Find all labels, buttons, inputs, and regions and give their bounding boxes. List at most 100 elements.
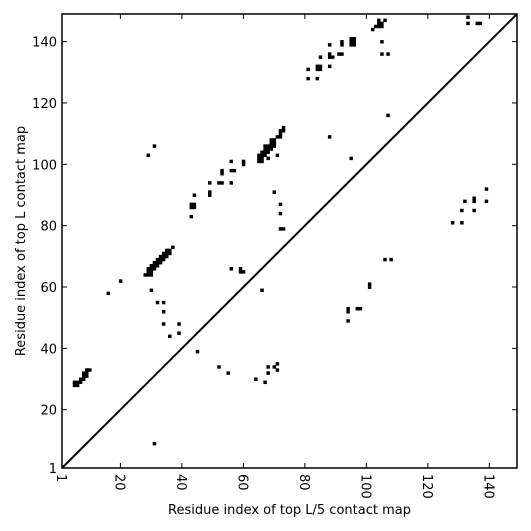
contact-point [164,251,169,256]
contact-point [460,221,464,225]
contact-point [318,64,323,69]
contact-point [472,208,476,213]
contact-point [241,159,246,164]
contact-point [158,254,163,259]
contact-point [152,264,157,268]
contact-point [75,380,80,385]
contact-point [217,365,221,369]
contact-point [269,141,273,145]
contact-point [78,380,83,385]
contact-point [238,267,243,271]
contact-point [118,279,123,283]
contact-point [149,264,154,268]
contact-point [306,67,310,72]
contact-point [346,310,350,314]
y-tick-label: 1 [49,462,57,477]
contact-point [346,319,350,323]
contact-point [229,168,234,173]
contact-point [155,300,160,305]
contact-point [260,156,264,161]
contact-point [278,202,283,207]
contact-point [149,288,154,293]
contact-point [260,159,264,164]
x-tick-label: 140 [480,474,495,499]
contact-point [146,273,151,277]
contact-point [275,368,280,372]
contact-point [146,270,151,274]
y-tick-label: 140 [32,36,57,51]
contact-point [349,40,353,44]
contact-point [220,181,224,185]
contact-point [217,181,221,185]
contact-point [340,43,344,47]
contact-point [164,254,169,259]
contact-point [263,147,267,151]
contact-point [208,190,212,194]
contact-point [152,260,157,265]
y-axis-title: Residue index of top L contact map [14,126,29,356]
contact-point [272,190,277,194]
contact-point [161,257,166,262]
contact-point [349,156,353,161]
contact-point [327,43,332,47]
contact-point [346,306,350,311]
contact-point [484,187,489,191]
contact-point [208,193,212,197]
contact-point [466,21,470,26]
contact-point [337,52,341,56]
contact-point [383,257,387,262]
contact-point [192,205,197,210]
y-tick-label: 40 [40,342,57,357]
contact-point [272,365,277,369]
contact-point [272,144,277,148]
contact-point [352,43,356,47]
contact-point [263,153,267,158]
contact-point [377,24,381,29]
contact-point [72,380,77,385]
contact-point [149,270,154,274]
x-tick-label: 1 [53,474,68,482]
contact-point [380,52,384,56]
y-tick-label: 60 [40,281,57,296]
contact-point [484,199,489,204]
contact-point [229,159,234,164]
contact-point [241,162,246,167]
y-tick-label: 80 [40,220,57,235]
contact-point [327,64,332,69]
contact-point [260,153,264,158]
contact-point [389,257,393,262]
contact-point [168,248,172,253]
contact-point [164,248,169,253]
y-tick-label: 120 [32,97,57,112]
contact-point [318,67,323,72]
contact-point [315,64,320,69]
contact-point [278,129,283,133]
contact-point [241,270,246,274]
contact-point [340,40,344,44]
contact-point [340,52,344,56]
contact-point [281,129,286,133]
contact-point [195,349,200,354]
contact-point [266,365,270,369]
contact-point [171,245,175,250]
contact-point [315,67,320,72]
contact-point [152,144,157,148]
contact-point [463,199,467,204]
contact-point [81,374,86,378]
contact-point [257,159,261,164]
x-tick-label: 100 [357,474,372,499]
contact-point [75,383,80,388]
contact-point [152,441,157,446]
x-tick-label: 20 [111,474,126,491]
contact-point [72,383,77,388]
contact-point [374,24,378,29]
contact-point [177,322,181,326]
contact-point [315,76,320,81]
contact-point [263,150,267,154]
contact-point [278,132,283,136]
contact-point [306,76,310,81]
contact-point [272,138,277,142]
contact-point [266,156,270,161]
